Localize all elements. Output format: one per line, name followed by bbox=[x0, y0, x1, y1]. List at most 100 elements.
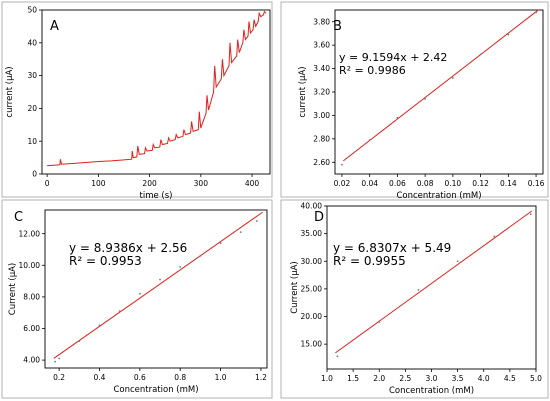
x-tick-label: 5.0 bbox=[530, 374, 542, 383]
y-tick-label: 30 bbox=[27, 71, 37, 80]
x-tick-label: 4.5 bbox=[504, 374, 516, 383]
y-tick-label: 40.00 bbox=[301, 202, 323, 211]
y-tick-label: 3.40 bbox=[313, 64, 330, 73]
x-tick-label: 0.14 bbox=[500, 179, 517, 188]
x-tick-label: 1.2 bbox=[255, 373, 267, 382]
y-tick-label: 3.00 bbox=[313, 111, 330, 120]
panel-a: 0 100 200 300 400 0 10 20 30 40 50 time (s) current … bbox=[1, 1, 273, 201]
x-tick-label: 2.5 bbox=[399, 374, 411, 383]
panel-border bbox=[280, 199, 549, 399]
x-tick-label: 200 bbox=[142, 179, 157, 188]
data-point bbox=[78, 340, 81, 343]
y-axis-label: Current (µA) bbox=[290, 261, 300, 313]
x-tick-label: 3.5 bbox=[452, 374, 464, 383]
panel-border bbox=[280, 1, 549, 198]
y-tick-label: 2.80 bbox=[313, 134, 330, 143]
x-tick-label: 400 bbox=[245, 179, 260, 188]
data-point bbox=[456, 260, 459, 263]
fit-equation: y = 9.1594x + 2.42 bbox=[339, 51, 447, 64]
fit-equation: y = 8.9386x + 2.56 bbox=[69, 241, 187, 255]
data-point bbox=[368, 139, 371, 141]
x-tick-label: 3.0 bbox=[426, 374, 438, 383]
x-tick-label: 0 bbox=[45, 179, 50, 188]
y-tick-label: 10 bbox=[27, 137, 37, 146]
fit-line bbox=[53, 211, 263, 359]
x-axis-label: Concentration (mM) bbox=[396, 191, 481, 201]
y-tick-label: 3.60 bbox=[313, 41, 330, 50]
x-tick-label: 0.8 bbox=[174, 373, 186, 382]
fit-line bbox=[343, 9, 540, 162]
data-point bbox=[239, 231, 242, 234]
fit-equation: y = 6.8307x + 5.49 bbox=[333, 241, 451, 255]
y-tick-label: 4.00 bbox=[23, 356, 40, 365]
data-point bbox=[336, 355, 339, 358]
x-tick-label: 0.16 bbox=[528, 179, 545, 188]
x-axis-label: time (s) bbox=[140, 191, 173, 201]
y-tick-label: 2.60 bbox=[313, 158, 330, 167]
y-tick-label: 6.00 bbox=[23, 324, 40, 333]
y-tick-label: 25.00 bbox=[301, 284, 323, 293]
panel-border bbox=[1, 199, 273, 399]
panel-b: 0.02 0.04 0.06 0.08 0.10 0.12 0.14 0.16 2.60 2.80… bbox=[280, 1, 549, 201]
data-point bbox=[98, 324, 101, 327]
data-point bbox=[507, 33, 510, 36]
x-tick-label: 0.4 bbox=[94, 373, 106, 382]
data-point bbox=[138, 292, 141, 295]
fit-r-squared: R² = 0.9953 bbox=[69, 254, 142, 268]
panel-letter: C bbox=[14, 210, 23, 225]
y-tick-label: 3.80 bbox=[313, 17, 330, 26]
data-point bbox=[451, 77, 454, 79]
data-point bbox=[159, 278, 161, 281]
fit-r-squared: R² = 0.9955 bbox=[333, 254, 406, 268]
x-tick-label: 2.0 bbox=[373, 374, 385, 383]
data-point bbox=[493, 235, 496, 238]
x-tick-label: 0.12 bbox=[472, 179, 489, 188]
y-tick-label: 35.00 bbox=[301, 229, 323, 238]
data-point bbox=[179, 265, 182, 268]
y-tick-label: 15.00 bbox=[301, 340, 323, 349]
x-tick-label: 0.08 bbox=[417, 179, 434, 188]
y-tick-label: 12.00 bbox=[19, 229, 41, 238]
y-tick-label: 30.00 bbox=[301, 257, 323, 266]
x-tick-label: 1.0 bbox=[215, 373, 227, 382]
x-axis-label: Concentration (mM) bbox=[113, 385, 198, 395]
y-tick-label: 50 bbox=[27, 6, 37, 15]
data-point bbox=[256, 220, 258, 222]
panel-border bbox=[1, 1, 273, 198]
fit-line bbox=[335, 210, 533, 354]
panel-c: 0.2 0.4 0.6 0.8 1.0 1.2 4.00 6.00 8.00 10.00 12.00… bbox=[1, 199, 273, 399]
x-tick-label: 1.0 bbox=[321, 374, 333, 383]
plot-frame bbox=[41, 9, 271, 175]
x-tick-label: 0.06 bbox=[389, 179, 406, 188]
y-tick-label: 8.00 bbox=[23, 293, 40, 302]
y-tick-label: 20.00 bbox=[301, 312, 323, 321]
data-point bbox=[118, 310, 121, 313]
fit-r-squared: R² = 0.9986 bbox=[339, 64, 406, 77]
x-tick-label: 4.0 bbox=[478, 374, 490, 383]
plot-frame bbox=[334, 9, 544, 175]
y-tick-label: 3.20 bbox=[313, 88, 330, 97]
y-tick-label: 40 bbox=[27, 38, 37, 47]
x-tick-label: 0.6 bbox=[134, 373, 146, 382]
panel-letter: D bbox=[314, 210, 324, 225]
y-axis-label: current (µA) bbox=[298, 66, 308, 117]
x-tick-label: 0.04 bbox=[361, 179, 378, 188]
x-tick-label: 1.5 bbox=[347, 374, 359, 383]
data-point bbox=[199, 254, 202, 257]
y-tick-label: 20 bbox=[27, 104, 37, 113]
data-point bbox=[535, 11, 537, 14]
y-tick-label: 10.00 bbox=[19, 261, 41, 270]
x-tick-label: 0.02 bbox=[334, 179, 351, 188]
x-axis-label: Concentration (mM) bbox=[389, 386, 474, 396]
data-point bbox=[54, 360, 56, 363]
panel-d: 1.0 1.5 2.0 2.5 3.0 3.5 4.0 4.5 5.0 15.00 20.00 25.… bbox=[280, 199, 549, 399]
panel-letter: B bbox=[333, 19, 342, 34]
data-point bbox=[424, 98, 427, 100]
data-point bbox=[58, 357, 61, 360]
data-point bbox=[341, 163, 343, 166]
x-tick-label: 0.2 bbox=[53, 373, 65, 382]
data-point bbox=[417, 289, 420, 291]
data-point bbox=[396, 116, 399, 119]
x-tick-label: 300 bbox=[194, 179, 209, 188]
